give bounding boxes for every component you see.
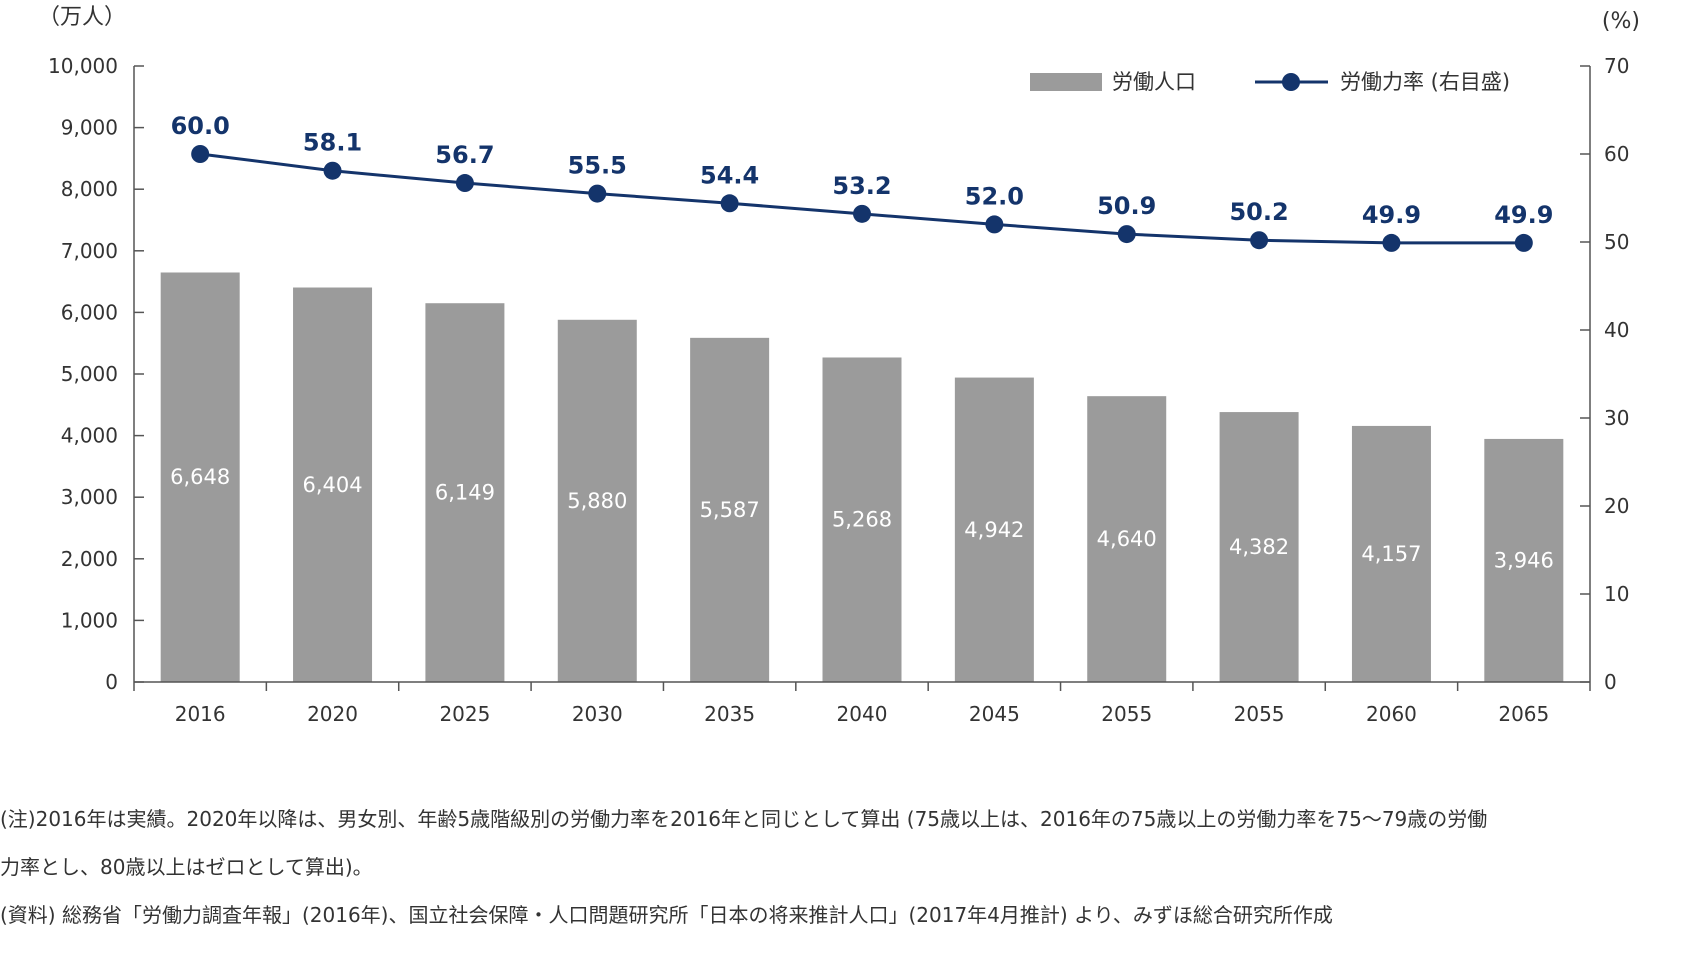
rate-point (323, 161, 342, 180)
bar (822, 357, 902, 682)
x-tick-label: 2016 (175, 702, 226, 726)
y-left-unit-label: （万人） (38, 5, 126, 30)
bar-value-label: 6,404 (302, 473, 362, 497)
y-right-tick-label: 10 (1604, 582, 1629, 606)
source-text: (資料) 総務省「労働力調査年報」(2016年)、国立社会保障・人口問題研究所「… (0, 903, 1333, 927)
y-left-tick-label: 7,000 (61, 239, 118, 263)
rate-value-label: 49.9 (1362, 201, 1421, 229)
y-left-tick-label: 0 (105, 670, 118, 694)
rate-point (853, 204, 871, 223)
rate-point (985, 215, 1004, 234)
y-left-tick-label: 8,000 (61, 177, 118, 201)
y-left-tick-label: 3,000 (61, 485, 118, 509)
rate-point (588, 184, 607, 203)
bar-value-label: 4,157 (1361, 542, 1421, 566)
y-left-tick-label: 4,000 (61, 424, 118, 448)
x-tick-label: 2025 (439, 702, 490, 726)
y-right-unit-label: (%) (1602, 9, 1640, 34)
bar-value-label: 6,149 (435, 481, 495, 505)
combo-chart: 0 1,000 2,000 3,000 4,000 5,000 6,000 7,000 8,00… (38, 5, 1640, 726)
x-tick-label: 2035 (704, 702, 755, 726)
bar-value-label: 4,382 (1229, 535, 1289, 559)
y-left-tick-label: 10,000 (48, 54, 118, 78)
note-text-line2: 力率とし、80歳以上はゼロとして算出)。 (0, 855, 373, 879)
y-right-tick-label: 0 (1604, 670, 1617, 694)
rate-value-label: 56.7 (435, 141, 494, 169)
bar-value-label: 4,942 (964, 518, 1024, 542)
rate-point (1382, 233, 1401, 252)
legend-line-label: 労働力率 (右目盛) (1340, 70, 1510, 94)
note-text-line1: (注)2016年は実績。2020年以降は、男女別、年齢5歳階級別の労働力率を20… (0, 807, 1488, 831)
x-tick-label: 2055 (1234, 702, 1285, 726)
rate-point (1250, 231, 1269, 250)
bar-value-label: 5,587 (700, 498, 760, 522)
bar-value-label: 4,640 (1097, 527, 1157, 551)
y-left-tick-label: 9,000 (61, 116, 118, 140)
y-right-tick-label: 70 (1604, 54, 1629, 78)
legend-line-marker (1282, 73, 1300, 91)
bar (690, 337, 770, 682)
rate-value-label: 52.0 (965, 182, 1024, 210)
rate-point (720, 194, 739, 213)
y-right-tick-label: 20 (1604, 494, 1629, 518)
x-tick-label: 2060 (1366, 702, 1417, 726)
rate-value-label: 58.1 (303, 129, 362, 157)
x-tick-label: 2040 (837, 702, 888, 726)
y-left-tick-label: 1,000 (61, 608, 118, 632)
x-tick-label: 2030 (572, 702, 623, 726)
bar (160, 272, 240, 682)
y-left-tick-label: 5,000 (61, 362, 118, 386)
bar-value-label: 3,946 (1494, 548, 1554, 572)
rate-point (455, 174, 474, 193)
y-right-tick-label: 50 (1604, 230, 1629, 254)
legend-bar-swatch (1030, 73, 1102, 91)
rate-value-label: 49.9 (1494, 201, 1553, 229)
rate-value-label: 60.0 (171, 112, 230, 140)
bar (1087, 396, 1167, 682)
y-right-tick-label: 60 (1604, 142, 1629, 166)
rate-value-label: 50.9 (1097, 192, 1156, 220)
bar (557, 319, 637, 682)
x-tick-label: 2020 (307, 702, 358, 726)
rate-point (1117, 225, 1136, 244)
bar-value-label: 5,268 (832, 508, 892, 532)
bar (1484, 438, 1564, 682)
bar-value-label: 6,648 (170, 465, 230, 489)
legend-bar-label: 労働人口 (1112, 70, 1196, 94)
bar (1219, 412, 1299, 682)
bar (425, 303, 505, 682)
y-right-tick-label: 40 (1604, 318, 1629, 342)
x-tick-label: 2065 (1498, 702, 1549, 726)
chart-area: 0 1,000 2,000 3,000 4,000 5,000 6,000 7,000 8,00… (38, 5, 1640, 726)
notes-section: (注)2016年は実績。2020年以降は、男女別、年齢5歳階級別の労働力率を20… (0, 795, 1681, 939)
rate-point (1514, 233, 1533, 252)
rate-value-label: 54.4 (700, 161, 759, 189)
bar (954, 377, 1034, 682)
y-right-tick-label: 30 (1604, 406, 1629, 430)
rate-value-label: 50.2 (1229, 198, 1288, 226)
rate-value-label: 53.2 (832, 172, 891, 200)
bar-value-label: 5,880 (567, 489, 627, 513)
x-tick-label: 2055 (1101, 702, 1152, 726)
y-left-tick-label: 2,000 (61, 547, 118, 571)
y-left-tick-label: 6,000 (61, 300, 118, 324)
bar (1351, 425, 1431, 682)
bar (293, 287, 373, 682)
x-tick-label: 2045 (969, 702, 1020, 726)
rate-point (191, 145, 210, 163)
rate-value-label: 55.5 (568, 152, 627, 180)
